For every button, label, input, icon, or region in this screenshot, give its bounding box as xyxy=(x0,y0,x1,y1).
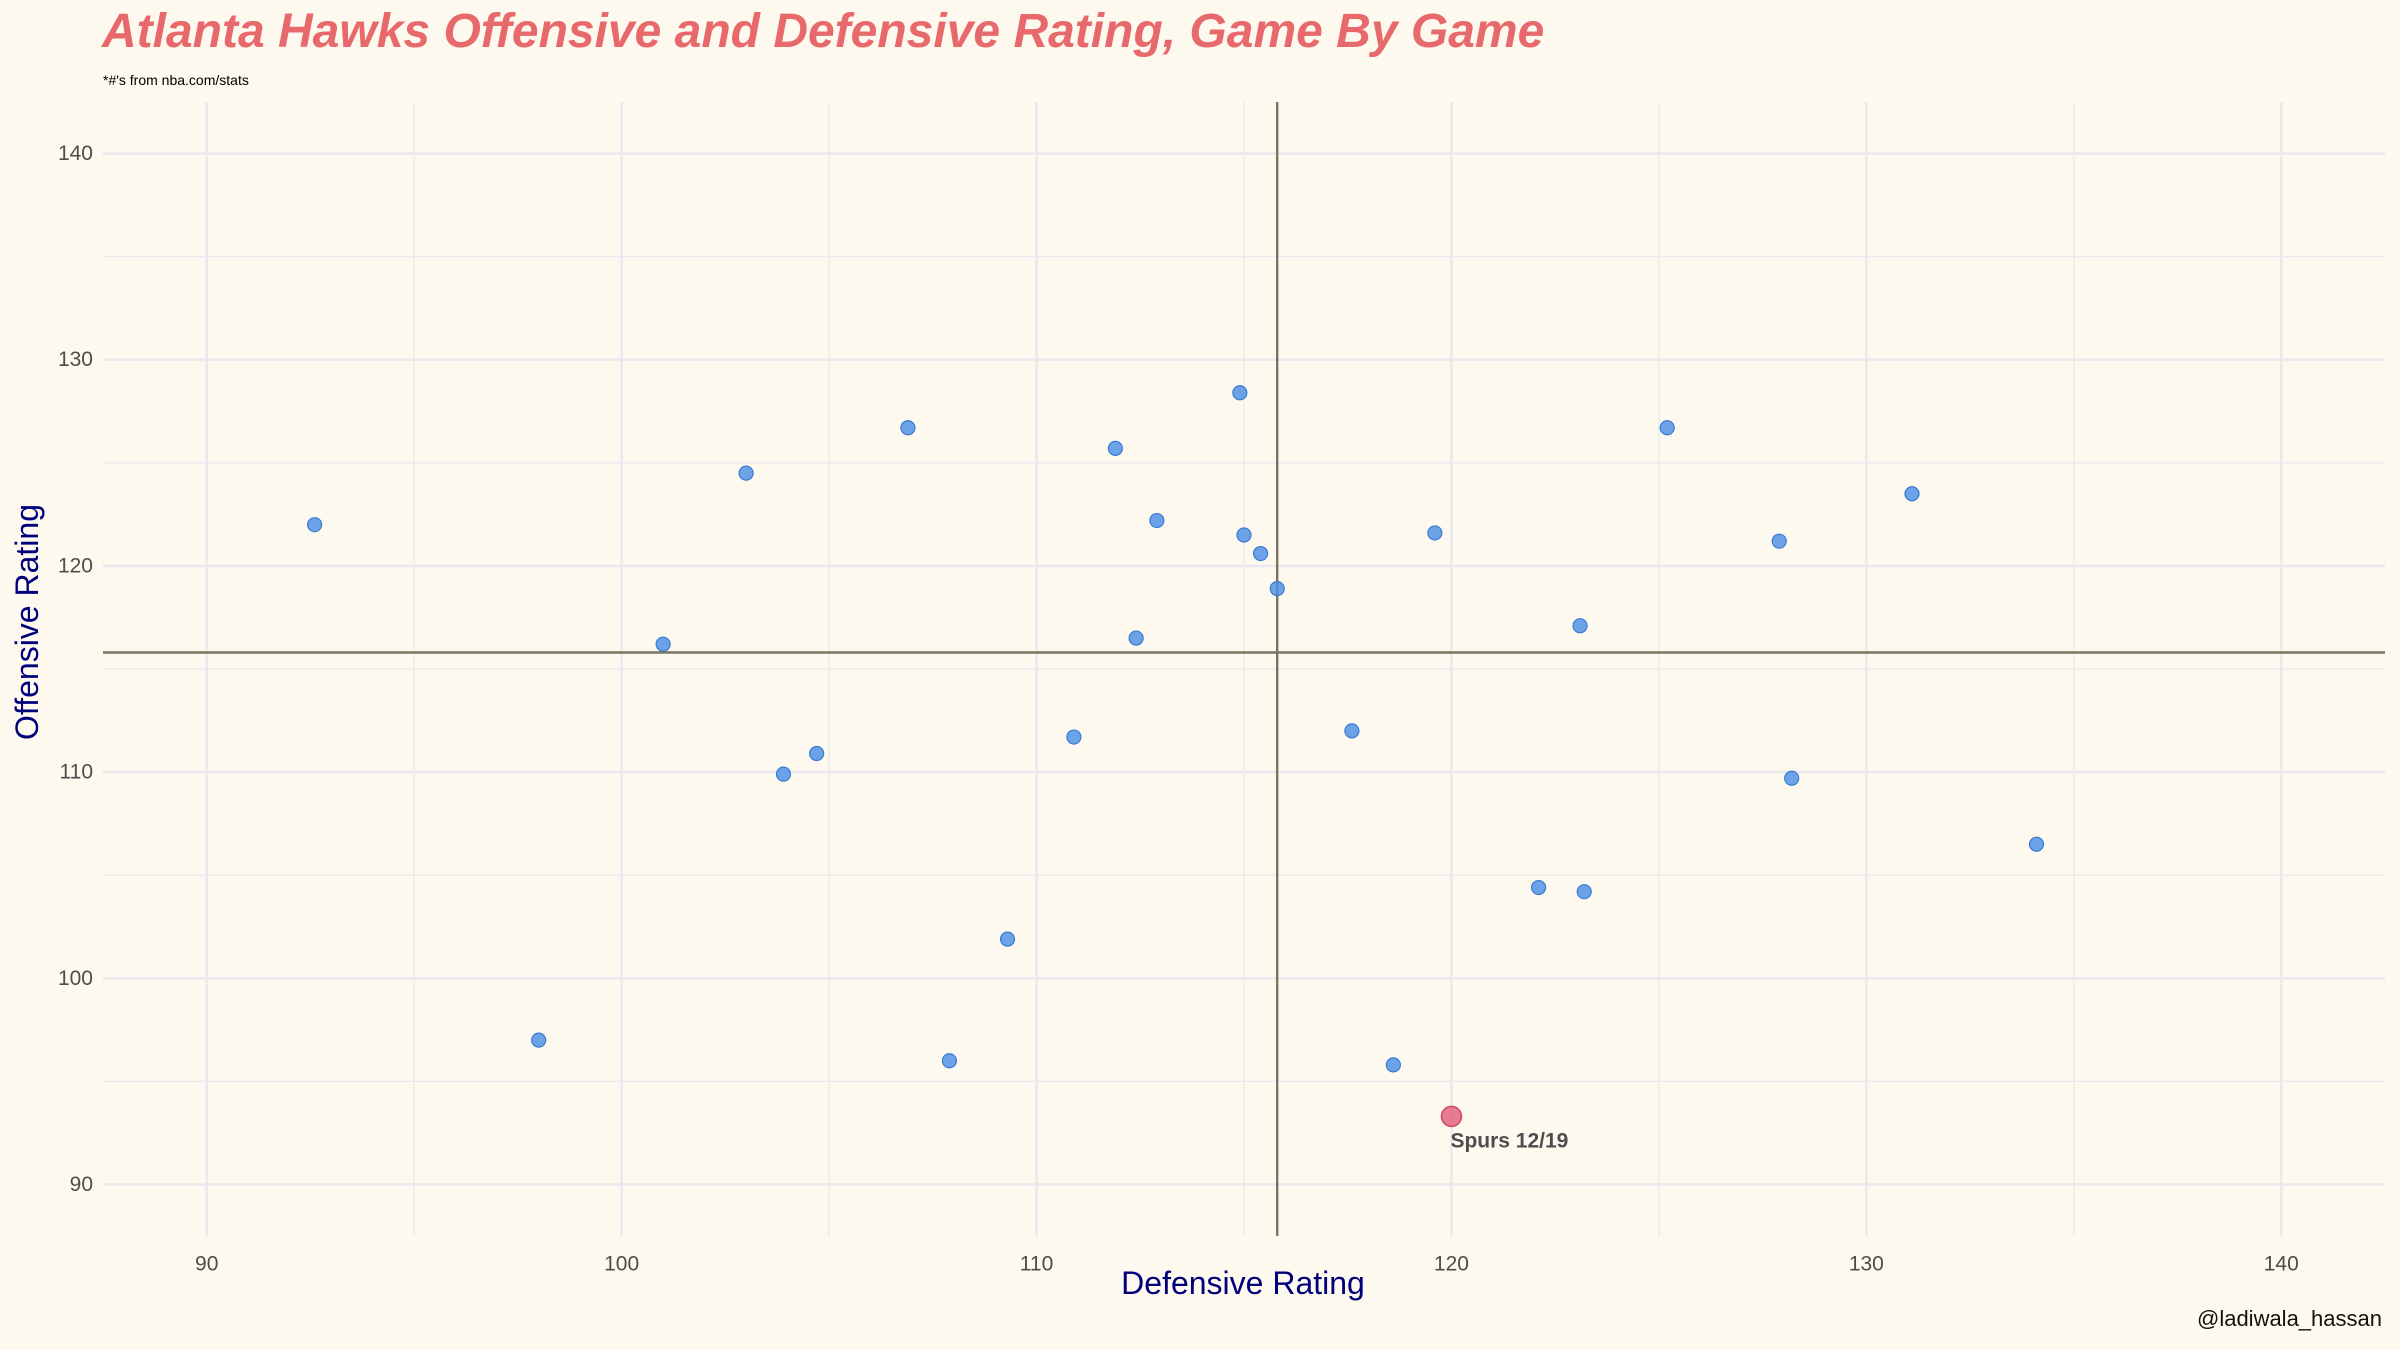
x-tick-label: 90 xyxy=(195,1252,218,1275)
x-axis-ticks: 90 100 110 120 130 140 xyxy=(195,1252,2299,1275)
x-axis-title: Defensive Rating xyxy=(1121,1265,1365,1301)
highlight-label: Spurs 12/19 xyxy=(1450,1129,1568,1152)
highlight-point xyxy=(1440,1105,1463,1128)
data-point xyxy=(1149,512,1165,529)
data-point xyxy=(1576,884,1592,900)
grid-minor xyxy=(103,102,2385,1236)
data-point xyxy=(531,1032,547,1048)
data-point xyxy=(900,420,916,436)
data-point xyxy=(1252,545,1269,562)
data-point xyxy=(1344,723,1360,739)
x-tick-label: 130 xyxy=(1849,1252,1884,1275)
data-point xyxy=(1066,729,1082,745)
highlight-group: Spurs 12/19 xyxy=(1440,1105,1568,1152)
data-points xyxy=(307,385,2045,1073)
x-tick-label: 110 xyxy=(1020,1252,1053,1275)
grid-major xyxy=(103,102,2385,1236)
y-tick-label: 120 xyxy=(58,554,93,577)
data-point xyxy=(1659,420,1675,436)
reference-lines xyxy=(103,102,2385,1236)
data-point xyxy=(655,636,671,652)
data-point xyxy=(1427,525,1443,541)
data-point xyxy=(1385,1057,1401,1073)
y-tick-label: 100 xyxy=(58,967,93,990)
y-tick-label: 90 xyxy=(70,1173,93,1196)
data-point xyxy=(1236,527,1252,543)
y-axis-title: Offensive Rating xyxy=(9,504,45,740)
data-point xyxy=(1904,486,1920,502)
y-tick-label: 130 xyxy=(58,348,93,371)
data-point xyxy=(1771,533,1787,549)
x-tick-label: 120 xyxy=(1434,1252,1469,1275)
credit-text: @ladiwala_hassan xyxy=(2196,1306,2382,1331)
data-point xyxy=(999,931,1016,947)
chart-subtitle: *#'s from nba.com/stats xyxy=(103,72,249,88)
data-point xyxy=(809,745,825,762)
data-point xyxy=(1128,630,1144,646)
data-point xyxy=(1107,440,1123,456)
data-point xyxy=(307,517,323,533)
y-axis-ticks: 90 100 110 120 130 140 xyxy=(58,142,93,1196)
x-tick-label: 100 xyxy=(604,1252,639,1275)
data-point xyxy=(2028,836,2045,852)
chart-title: Atlanta Hawks Offensive and Defensive Ra… xyxy=(102,5,1545,58)
data-point xyxy=(1784,770,1800,786)
data-point xyxy=(1232,385,1248,401)
data-point xyxy=(1530,879,1547,896)
data-point xyxy=(1572,618,1588,634)
y-tick-label: 140 xyxy=(58,142,93,165)
x-tick-label: 140 xyxy=(2264,1252,2299,1275)
data-point xyxy=(941,1053,958,1069)
data-point xyxy=(738,465,754,481)
data-point xyxy=(1269,580,1285,597)
y-tick-label: 110 xyxy=(60,761,93,784)
data-point xyxy=(775,766,792,782)
